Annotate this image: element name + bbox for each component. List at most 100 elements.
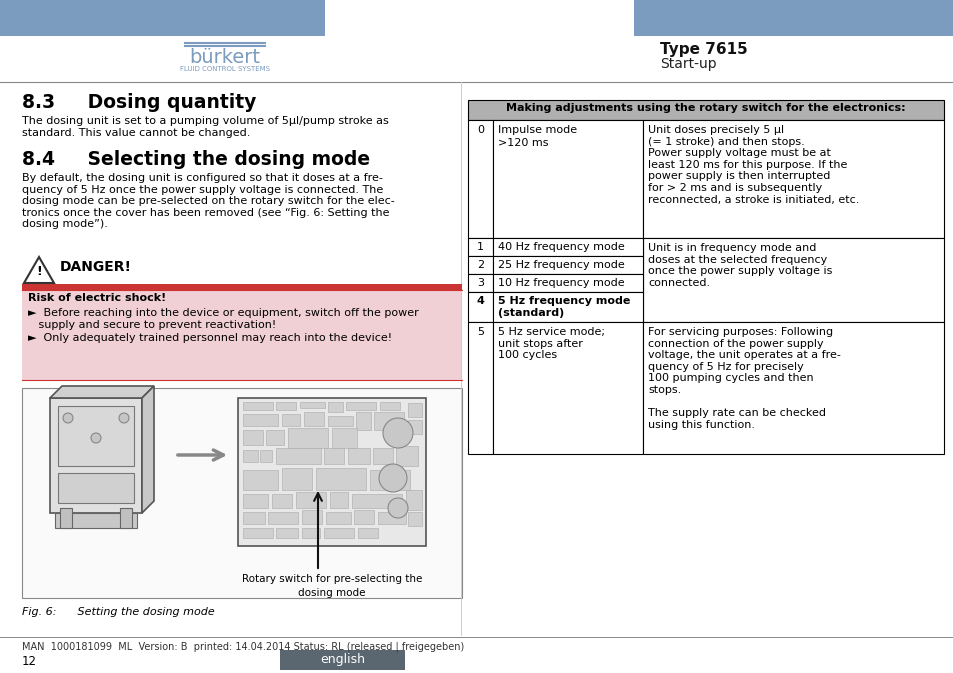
Bar [370, 470, 410, 490]
Bar [288, 428, 328, 448]
Text: Rotary switch for pre-selecting the: Rotary switch for pre-selecting the [241, 574, 422, 584]
Bar [22, 284, 461, 290]
Bar [330, 492, 348, 508]
Bar [328, 416, 353, 426]
Bar [243, 450, 257, 462]
Bar [493, 238, 642, 256]
Bar [237, 398, 426, 546]
Bar [642, 238, 943, 322]
Text: FLUID CONTROL SYSTEMS: FLUID CONTROL SYSTEMS [180, 66, 270, 72]
Bar [468, 100, 943, 120]
Bar [304, 412, 324, 426]
Bar [348, 448, 370, 464]
Text: >120 ms: >120 ms [497, 138, 548, 148]
Bar [642, 120, 943, 238]
Text: Type 7615: Type 7615 [659, 42, 747, 57]
Bar [282, 468, 312, 490]
Bar [395, 446, 417, 466]
Text: By default, the dosing unit is configured so that it doses at a fre-
quency of 5: By default, the dosing unit is configure… [22, 173, 395, 229]
Text: bürkert: bürkert [190, 48, 260, 67]
Bar [374, 412, 403, 430]
Bar [355, 412, 371, 430]
Text: 2: 2 [476, 260, 483, 270]
Text: Unit doses precisely 5 μl
(= 1 stroke) and then stops.
Power supply voltage must: Unit doses precisely 5 μl (= 1 stroke) a… [647, 125, 859, 205]
Text: 8.3     Dosing quantity: 8.3 Dosing quantity [22, 93, 256, 112]
Bar [315, 468, 366, 490]
Bar [468, 322, 493, 454]
Bar [272, 494, 292, 508]
Text: Making adjustments using the rotary switch for the electronics:: Making adjustments using the rotary swit… [506, 103, 904, 113]
Bar [493, 292, 642, 322]
Bar [268, 512, 297, 524]
Bar [324, 448, 344, 464]
Bar [354, 510, 374, 524]
Bar [406, 490, 421, 510]
Bar [328, 402, 343, 412]
Bar [295, 492, 326, 508]
Bar [243, 528, 273, 538]
Circle shape [382, 418, 413, 448]
Text: Fig. 6:      Setting the dosing mode: Fig. 6: Setting the dosing mode [22, 607, 214, 617]
Circle shape [388, 498, 408, 518]
Bar [299, 402, 325, 408]
Bar [58, 473, 133, 503]
Bar [352, 494, 401, 508]
Bar [634, 0, 953, 36]
Circle shape [91, 433, 101, 443]
Text: 5: 5 [476, 327, 483, 337]
Bar [493, 256, 642, 274]
Text: 0: 0 [476, 125, 483, 135]
Bar [22, 388, 461, 598]
Bar [243, 414, 277, 426]
Text: ►  Only adequately trained personnel may reach into the device!: ► Only adequately trained personnel may … [28, 333, 392, 343]
Text: ►  Before reaching into the device or equipment, switch off the power
   supply : ► Before reaching into the device or equ… [28, 308, 418, 330]
Bar [332, 428, 356, 448]
Circle shape [119, 413, 129, 423]
Bar [408, 403, 421, 417]
Bar [243, 402, 273, 410]
Polygon shape [142, 386, 153, 513]
Text: Start-up: Start-up [659, 57, 716, 71]
Bar [468, 274, 493, 292]
Polygon shape [50, 386, 153, 398]
Bar [324, 528, 354, 538]
Circle shape [378, 464, 407, 492]
Bar [493, 120, 642, 238]
Bar [58, 406, 133, 466]
Bar [373, 448, 393, 464]
Bar [120, 508, 132, 528]
Bar [377, 512, 406, 524]
Text: Impulse mode: Impulse mode [497, 125, 577, 135]
Text: 25 Hz frequency mode: 25 Hz frequency mode [497, 260, 624, 270]
Bar [493, 322, 642, 454]
Bar [346, 402, 375, 410]
Bar [468, 256, 493, 274]
Bar [468, 238, 493, 256]
Bar [275, 528, 297, 538]
Text: 4: 4 [476, 296, 484, 306]
Bar [243, 494, 268, 508]
Text: !: ! [36, 265, 42, 278]
Bar [275, 448, 320, 464]
Circle shape [63, 413, 73, 423]
Bar [642, 322, 943, 454]
Text: 12: 12 [22, 655, 37, 668]
Bar [266, 430, 284, 445]
Text: 3: 3 [476, 278, 483, 288]
Bar [282, 414, 299, 426]
Text: 10 Hz frequency mode: 10 Hz frequency mode [497, 278, 624, 288]
Bar [275, 402, 295, 410]
Text: 5 Hz service mode;
unit stops after
100 cycles: 5 Hz service mode; unit stops after 100 … [497, 327, 604, 360]
Bar [468, 120, 493, 238]
Bar [0, 0, 325, 36]
Text: 8.4     Selecting the dosing mode: 8.4 Selecting the dosing mode [22, 150, 370, 169]
Bar [22, 290, 461, 380]
Text: Risk of electric shock!: Risk of electric shock! [28, 293, 166, 303]
Bar [243, 470, 277, 490]
Bar [280, 650, 405, 670]
Text: 1: 1 [476, 242, 483, 252]
Bar [243, 430, 263, 445]
Text: For servicing purposes: Following
connection of the power supply
voltage, the un: For servicing purposes: Following connec… [647, 327, 840, 430]
Text: The dosing unit is set to a pumping volume of 5μl/pump stroke as
standard. This : The dosing unit is set to a pumping volu… [22, 116, 388, 137]
Bar [260, 450, 272, 462]
